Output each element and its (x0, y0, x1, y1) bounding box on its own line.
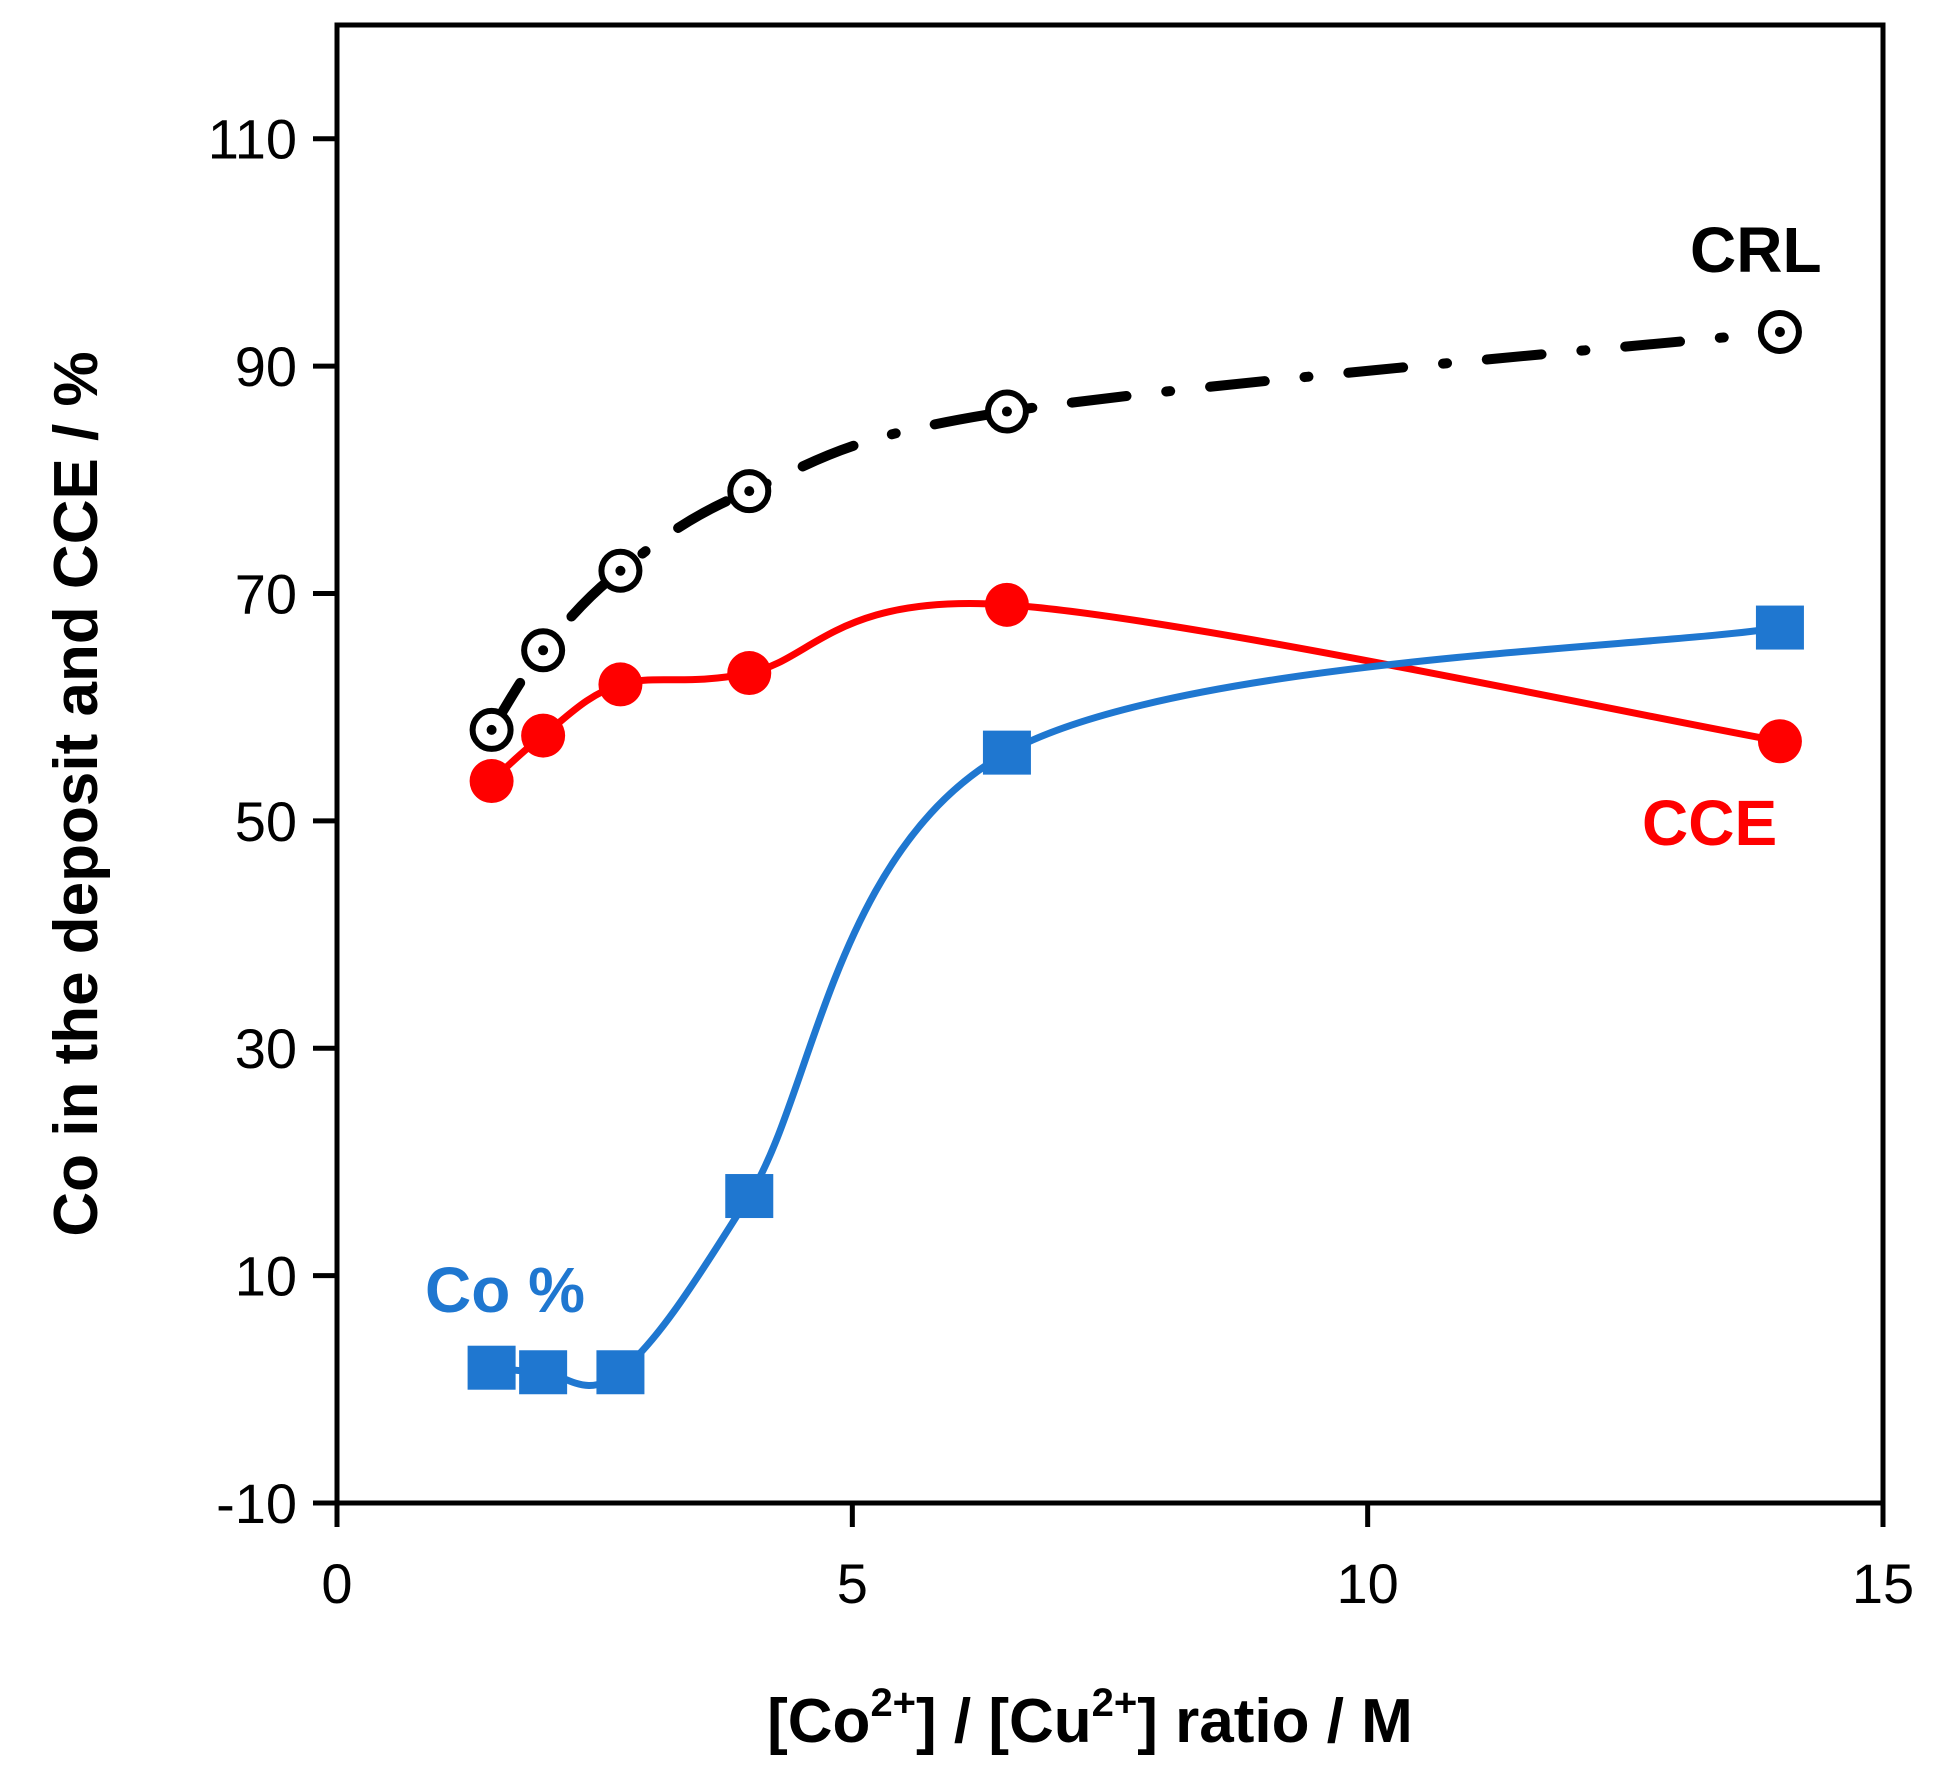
y-tick-label-1: 10 (235, 1245, 297, 1308)
series-line-cce (488, 600, 1784, 785)
x-axis-title-close: ] ratio / M (1137, 1687, 1413, 1756)
point-crl-1 (521, 628, 566, 673)
y-tick-label-6: 110 (208, 108, 297, 171)
x-tick-label-3: 15 (1852, 1552, 1914, 1615)
point-co-5 (1755, 605, 1804, 650)
point-co-3 (725, 1174, 774, 1219)
x-tick-label-0: 0 (321, 1552, 352, 1615)
point-cce-4 (984, 582, 1029, 627)
point-crl-4 (984, 389, 1029, 434)
point-co-0 (467, 1345, 516, 1390)
series-layer (467, 309, 1804, 1395)
series-line-co (488, 624, 1784, 1389)
point-crl-0-dot (486, 724, 497, 735)
y-tick-label-2: 30 (235, 1017, 297, 1080)
point-crl-3-dot (744, 486, 755, 497)
point-crl-4-dot (1001, 406, 1012, 417)
x-axis-title-sup1: 2+ (870, 1681, 916, 1725)
point-cce-0 (469, 759, 514, 804)
series-label-cce: CCE (1642, 787, 1777, 859)
x-tick-label-1: 5 (837, 1552, 868, 1615)
label-layer: CRL CCE Co % (425, 214, 1822, 1326)
point-co-4 (982, 730, 1031, 775)
point-crl-3 (727, 469, 772, 514)
axis-layer: -10 10 30 50 70 90 110 0 5 10 15 (208, 108, 1914, 1615)
x-axis-title-mid: ] / [Cu (916, 1687, 1092, 1756)
point-cce-1 (521, 713, 566, 758)
x-axis-title-sup2: 2+ (1092, 1681, 1138, 1725)
x-tick-label-2: 10 (1337, 1552, 1399, 1615)
y-axis-title: Co in the deposit and CCE / % (42, 351, 111, 1236)
y-tick-label-0: -10 (216, 1472, 297, 1535)
point-crl-2 (598, 548, 643, 593)
point-crl-1-dot (538, 645, 549, 656)
point-co-2 (596, 1350, 645, 1395)
y-tick-label-4: 70 (235, 562, 297, 625)
point-crl-0 (469, 707, 514, 752)
point-cce-5 (1757, 719, 1802, 764)
series-label-co: Co % (425, 1254, 585, 1326)
x-axis-title-open: [Co (767, 1687, 870, 1756)
y-tick-label-3: 50 (235, 790, 297, 853)
plot-frame (334, 22, 1886, 1506)
point-cce-3 (727, 651, 772, 696)
point-co-1 (519, 1350, 568, 1395)
series-label-crl: CRL (1690, 214, 1822, 286)
point-cce-2 (598, 662, 643, 707)
y-tick-label-5: 90 (235, 335, 297, 398)
point-crl-2-dot (615, 565, 626, 576)
x-axis-title: [Co2+] / [Cu2+] ratio / M (767, 1681, 1413, 1756)
point-crl-5 (1757, 309, 1802, 354)
point-crl-5-dot (1774, 326, 1785, 337)
